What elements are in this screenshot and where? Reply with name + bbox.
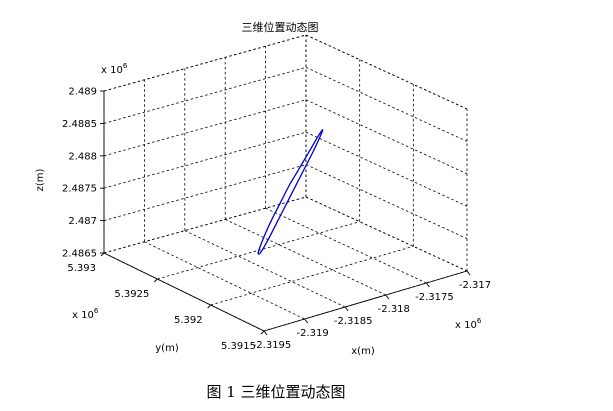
figure-caption: 图 1 三维位置动态图 [206, 383, 345, 401]
z-axis-label: z(m) [35, 169, 46, 192]
x-tick-mark [263, 330, 268, 336]
x-tick-label: -2.3175 [415, 292, 454, 303]
top-grid-edge [103, 34, 307, 92]
z-grid-line [305, 164, 468, 239]
x-tick-mark [466, 270, 471, 276]
trajectory-point [321, 130, 324, 132]
trajectory-point [257, 252, 259, 254]
x-floor-grid-line [184, 230, 346, 308]
x-floor-grid-line [265, 207, 427, 284]
trajectory-point [279, 203, 281, 205]
x-exponent-label: x 106 [455, 317, 482, 331]
y-tick-label: 5.392 [174, 315, 203, 326]
y-tick-mark [154, 278, 158, 283]
z-tick-label: 2.488 [68, 151, 97, 162]
tick-layer: 2.4865 2.487 2.4875 2.488 2.4885 2.489 5.393 5.… [62, 87, 491, 353]
trajectory-point [313, 148, 316, 150]
y-tick-mark [100, 252, 105, 257]
x-axis-line [263, 270, 468, 332]
z-grid-line [103, 67, 307, 124]
trajectory-point [286, 202, 288, 204]
top-grid-edge [305, 34, 468, 110]
y-axis-label: y(m) [155, 343, 179, 354]
z-grid-line [305, 99, 468, 175]
y-floor-grid-line [210, 245, 414, 306]
trajectory-point [261, 239, 264, 241]
x-tick-label: -2.318 [378, 304, 410, 315]
x-tick-mark [385, 294, 390, 300]
trajectory-line [257, 129, 324, 255]
z-grid-line [103, 131, 307, 189]
x-floor-grid-line [144, 241, 305, 320]
series-layer [257, 129, 324, 255]
z-tick-label: 2.4875 [62, 184, 97, 195]
x-tick-label: -2.3195 [253, 340, 292, 351]
y-tick-mark [207, 304, 211, 309]
axis-box [103, 91, 468, 332]
trajectory-point [308, 150, 310, 152]
trajectory-point [260, 251, 262, 253]
z-tick-label: 2.489 [68, 87, 97, 98]
z-exponent-label: x 106 [101, 62, 128, 76]
x-axis-label: x(m) [351, 346, 375, 357]
y-tick-mark [260, 330, 265, 335]
x-tick-label: -2.317 [459, 280, 491, 291]
z-tick-label: 2.487 [68, 216, 97, 227]
chart-title: 三维位置动态图 [242, 20, 319, 34]
y-tick-label: 5.393 [67, 263, 96, 274]
trajectory-point [288, 185, 290, 187]
y-tick-label: 5.3915 [221, 341, 256, 352]
z-grid-line [305, 67, 468, 142]
trajectory-point [270, 221, 272, 223]
z-tick-label: 2.4865 [62, 249, 97, 260]
z-tick-label: 2.4885 [62, 119, 97, 130]
x-floor-grid-line [225, 219, 386, 296]
x-floor-grid-line [305, 196, 468, 272]
trajectory-point [295, 184, 297, 186]
trajectory-point [304, 166, 306, 168]
x-tick-mark [344, 306, 349, 312]
x-tick-label: -2.319 [296, 328, 328, 339]
z-grid-line [103, 99, 307, 157]
trajectory-point [277, 220, 279, 222]
x-tick-label: -2.3185 [334, 316, 373, 327]
x-tick-mark [304, 318, 308, 324]
x-tick-mark [426, 282, 430, 288]
y-tick-label: 5.3925 [114, 289, 149, 300]
grid-layer [103, 34, 468, 332]
z-grid-line [305, 131, 468, 207]
trajectory-point [298, 168, 300, 170]
trajectory-point [268, 238, 270, 240]
y-exponent-label: x 106 [72, 307, 99, 321]
y-axis-line [103, 252, 265, 332]
trajectory-point [318, 134, 320, 136]
